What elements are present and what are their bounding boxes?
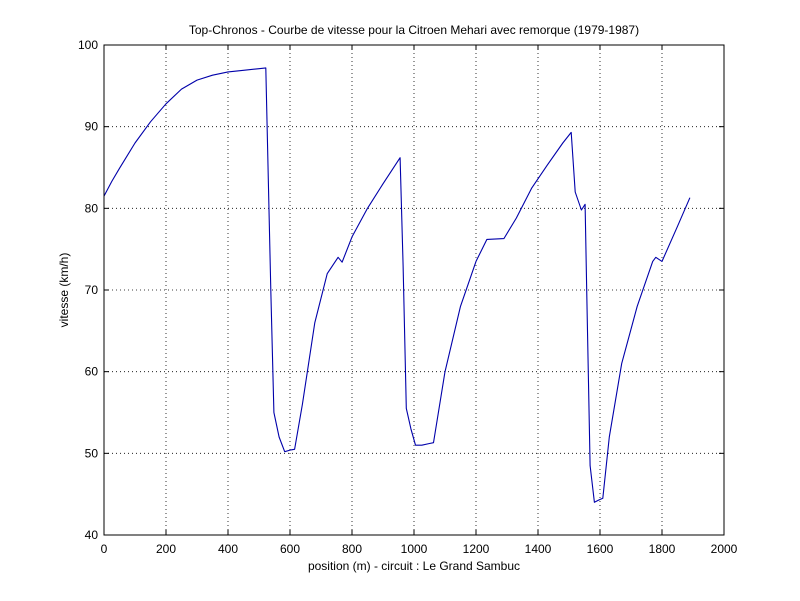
series-layer [103, 67, 691, 503]
y-tick-labels: 40 50 60 70 80 90 100 [78, 38, 98, 542]
x-tick-label: 400 [218, 542, 238, 556]
x-tick-label: 1000 [401, 542, 428, 556]
y-tick-label: 80 [85, 201, 99, 215]
x-tick-label: 1800 [649, 542, 676, 556]
x-tick-label: 200 [156, 542, 176, 556]
x-tick-label: 1600 [587, 542, 614, 556]
chart-title: Top-Chronos - Courbe de vitesse pour la … [189, 23, 639, 37]
x-tick-label: 0 [101, 542, 108, 556]
x-tick-label: 1400 [525, 542, 552, 556]
y-tick-label: 100 [78, 38, 98, 52]
y-tick-label: 40 [85, 528, 99, 542]
x-tick-label: 800 [342, 542, 362, 556]
y-tick-label: 60 [85, 365, 99, 379]
speed-series-line [103, 67, 691, 503]
x-tick-label: 600 [280, 542, 300, 556]
y-tick-label: 90 [85, 120, 99, 134]
y-axis-label: vitesse (km/h) [57, 253, 71, 328]
axis-ticks [103, 44, 725, 536]
x-axis-label: position (m) - circuit : Le Grand Sambuc [308, 559, 520, 573]
x-tick-label: 1200 [463, 542, 490, 556]
x-tick-label: 2000 [711, 542, 738, 556]
y-tick-label: 70 [85, 283, 99, 297]
y-tick-label: 50 [85, 446, 99, 460]
x-tick-labels: 0 200 400 600 800 1000 1200 1400 1600 1800 2000 [101, 542, 738, 556]
